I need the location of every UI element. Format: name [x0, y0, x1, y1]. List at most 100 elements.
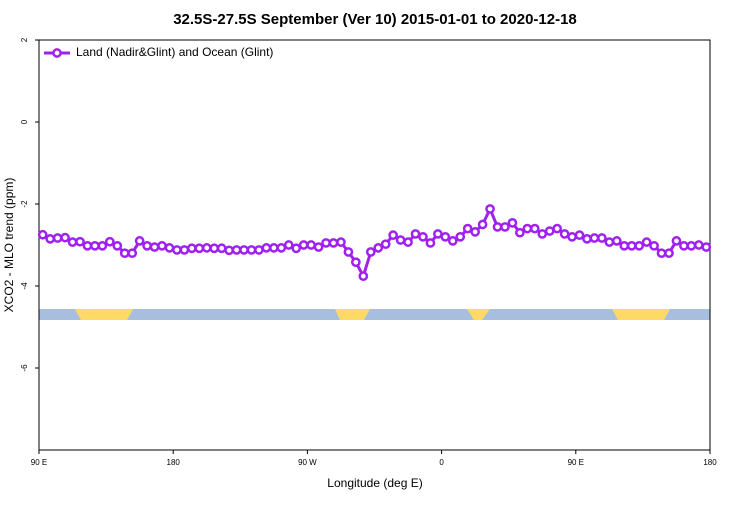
- x-tick-label: 90 W: [298, 458, 317, 467]
- data-point: [686, 240, 697, 251]
- chart-title: 32.5S-27.5S September (Ver 10) 2015-01-0…: [173, 11, 577, 28]
- data-point: [447, 236, 458, 246]
- data-point: [60, 232, 70, 243]
- data-point: [224, 245, 234, 256]
- data-point: [52, 233, 63, 243]
- legend-marker: [52, 48, 62, 58]
- data-point: [552, 223, 563, 234]
- data-point: [164, 243, 175, 253]
- data-point: [209, 243, 220, 254]
- x-tick-label: 180: [703, 458, 717, 467]
- data-point: [291, 243, 302, 254]
- data-point: [104, 236, 115, 247]
- data-point: [127, 248, 138, 259]
- y-axis-label: XCO2 - MLO trend (ppm): [2, 178, 16, 313]
- data-point: [119, 248, 130, 259]
- data-point: [194, 243, 205, 254]
- data-point: [589, 233, 600, 243]
- x-tick-label: 90 E: [31, 458, 47, 467]
- data-point: [477, 219, 488, 230]
- land-segment: [612, 309, 670, 320]
- data-point: [671, 236, 682, 246]
- data-point: [321, 238, 331, 248]
- data-point: [507, 218, 518, 228]
- x-tick-label: 90 E: [568, 458, 584, 467]
- y-tick-label: -6: [20, 364, 29, 372]
- data-point: [462, 223, 473, 234]
- y-tick-label: 0: [20, 119, 29, 124]
- data-point: [306, 240, 316, 250]
- data-point: [701, 242, 712, 252]
- land-segment: [467, 309, 490, 320]
- data-point: [582, 234, 592, 244]
- data-point: [90, 240, 100, 251]
- data-point: [97, 240, 108, 251]
- data-point: [679, 240, 689, 251]
- data-point: [433, 229, 443, 239]
- data-point: [112, 240, 123, 251]
- data-point: [328, 238, 339, 248]
- data-point: [440, 231, 451, 242]
- data-point: [418, 231, 428, 242]
- data-point: [403, 237, 413, 247]
- data-point: [75, 236, 85, 247]
- y-tick-label: -4: [20, 282, 29, 290]
- data-point: [37, 229, 48, 240]
- data-point: [373, 243, 384, 253]
- data-point: [142, 240, 152, 251]
- data-point: [500, 222, 510, 232]
- data-point: [269, 243, 279, 253]
- data-point: [544, 226, 555, 236]
- data-point: [186, 243, 197, 254]
- data-point: [574, 230, 585, 241]
- data-point: [395, 235, 406, 245]
- data-point: [67, 237, 78, 247]
- data-point: [157, 240, 167, 251]
- data-point: [336, 237, 346, 247]
- data-point: [515, 227, 525, 238]
- data-point: [529, 223, 540, 234]
- data-point: [201, 243, 212, 253]
- data-point: [537, 229, 548, 239]
- data-point: [664, 248, 674, 259]
- data-point: [597, 233, 607, 243]
- data-point: [365, 247, 376, 257]
- data-point: [559, 229, 570, 239]
- data-point: [216, 243, 227, 254]
- y-tick-label: -2: [20, 200, 29, 208]
- data-point: [343, 247, 354, 257]
- data-point: [649, 240, 659, 251]
- y-tick-label: 2: [20, 37, 29, 42]
- data-point: [410, 229, 421, 239]
- data-point: [567, 231, 577, 242]
- data-point: [246, 245, 257, 255]
- land-mask: [39, 309, 710, 320]
- data-point: [239, 245, 249, 255]
- land-segment: [335, 309, 370, 320]
- data-point: [351, 257, 361, 268]
- data-point: [313, 242, 324, 252]
- data-point: [522, 223, 533, 234]
- data-point: [634, 240, 645, 251]
- data-point: [231, 245, 242, 255]
- data-point: [358, 271, 369, 282]
- x-tick-label: 0: [439, 458, 444, 467]
- data-point: [611, 236, 622, 246]
- data-point: [261, 243, 272, 253]
- data-point: [298, 240, 309, 250]
- data-point: [149, 242, 160, 252]
- data-point: [380, 239, 391, 250]
- data-point: [693, 240, 704, 250]
- x-tick-label: 180: [167, 458, 181, 467]
- data-point: [388, 230, 398, 241]
- data-point: [492, 222, 503, 232]
- data-point: [82, 240, 93, 251]
- data-point: [641, 237, 652, 247]
- data-point: [45, 234, 56, 244]
- data-point: [656, 248, 667, 259]
- data-point: [179, 245, 190, 255]
- land-segment: [75, 309, 133, 320]
- data-point: [283, 240, 294, 250]
- data-point: [626, 240, 637, 251]
